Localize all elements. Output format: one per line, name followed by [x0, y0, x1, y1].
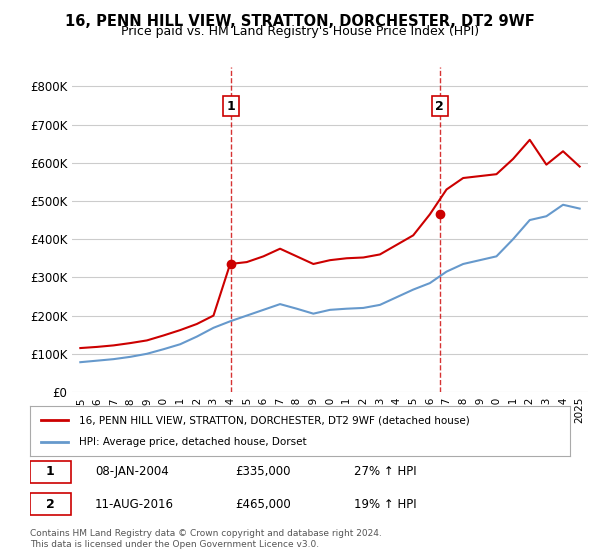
Text: £465,000: £465,000: [235, 497, 291, 511]
Text: 1: 1: [46, 465, 55, 478]
Text: £335,000: £335,000: [235, 465, 290, 478]
Text: Price paid vs. HM Land Registry's House Price Index (HPI): Price paid vs. HM Land Registry's House …: [121, 25, 479, 38]
Text: 08-JAN-2004: 08-JAN-2004: [95, 465, 169, 478]
Text: 2: 2: [46, 497, 55, 511]
Text: 27% ↑ HPI: 27% ↑ HPI: [354, 465, 416, 478]
Text: HPI: Average price, detached house, Dorset: HPI: Average price, detached house, Dors…: [79, 437, 306, 447]
Text: 16, PENN HILL VIEW, STRATTON, DORCHESTER, DT2 9WF (detached house): 16, PENN HILL VIEW, STRATTON, DORCHESTER…: [79, 415, 469, 425]
Text: 11-AUG-2016: 11-AUG-2016: [95, 497, 174, 511]
Text: 16, PENN HILL VIEW, STRATTON, DORCHESTER, DT2 9WF: 16, PENN HILL VIEW, STRATTON, DORCHESTER…: [65, 14, 535, 29]
Text: Contains HM Land Registry data © Crown copyright and database right 2024.
This d: Contains HM Land Registry data © Crown c…: [30, 529, 382, 549]
FancyBboxPatch shape: [30, 493, 71, 515]
Text: 1: 1: [226, 100, 235, 113]
Text: 19% ↑ HPI: 19% ↑ HPI: [354, 497, 416, 511]
Text: 2: 2: [436, 100, 444, 113]
FancyBboxPatch shape: [30, 461, 71, 483]
